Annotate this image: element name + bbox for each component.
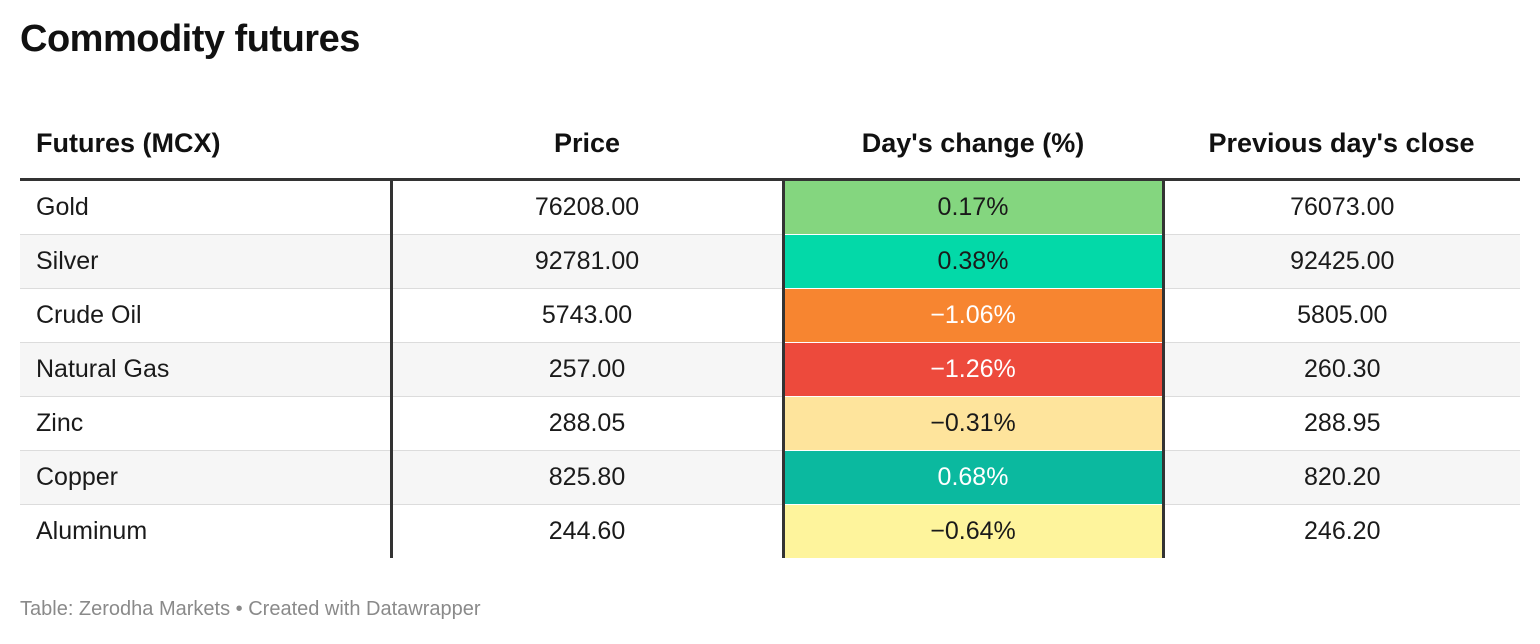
table-row: Gold 76208.00 0.17% 76073.00 xyxy=(20,179,1520,235)
day-change-cell: 0.17% xyxy=(783,179,1165,235)
column-header-futures: Futures (MCX) xyxy=(20,109,391,181)
day-change-cell: −1.06% xyxy=(783,288,1165,343)
day-change-cell: −1.26% xyxy=(783,342,1165,397)
table-row: Aluminum 244.60 −0.64% 246.20 xyxy=(20,504,1520,558)
column-header-previous-close: Previous day's close xyxy=(1163,109,1520,181)
table-row: Zinc 288.05 −0.31% 288.95 xyxy=(20,396,1520,451)
day-change-cell: 0.68% xyxy=(783,450,1165,505)
source-footer: Table: Zerodha Markets • Created with Da… xyxy=(20,598,481,620)
commodity-name-cell: Copper xyxy=(20,450,393,505)
table-row: Natural Gas 257.00 −1.26% 260.30 xyxy=(20,342,1520,397)
table-row: Copper 825.80 0.68% 820.20 xyxy=(20,450,1520,505)
day-change-cell: −0.31% xyxy=(783,396,1165,451)
page-title: Commodity futures xyxy=(20,18,360,60)
price-cell: 5743.00 xyxy=(391,288,785,343)
price-cell: 257.00 xyxy=(391,342,785,397)
day-change-cell: −0.64% xyxy=(783,504,1165,558)
commodity-name-cell: Silver xyxy=(20,234,393,289)
commodity-name-cell: Natural Gas xyxy=(20,342,393,397)
table-header-row: Futures (MCX) Price Day's change (%) Pre… xyxy=(20,109,1520,181)
previous-close-cell: 76073.00 xyxy=(1163,179,1520,235)
table-row: Crude Oil 5743.00 −1.06% 5805.00 xyxy=(20,288,1520,343)
price-cell: 244.60 xyxy=(391,504,785,558)
commodity-name-cell: Zinc xyxy=(20,396,393,451)
commodity-name-cell: Gold xyxy=(20,179,393,235)
previous-close-cell: 5805.00 xyxy=(1163,288,1520,343)
column-header-price: Price xyxy=(391,109,783,181)
day-change-cell: 0.38% xyxy=(783,234,1165,289)
price-cell: 825.80 xyxy=(391,450,785,505)
price-cell: 92781.00 xyxy=(391,234,785,289)
table-row: Silver 92781.00 0.38% 92425.00 xyxy=(20,234,1520,289)
price-cell: 288.05 xyxy=(391,396,785,451)
commodity-name-cell: Crude Oil xyxy=(20,288,393,343)
previous-close-cell: 92425.00 xyxy=(1163,234,1520,289)
previous-close-cell: 288.95 xyxy=(1163,396,1520,451)
commodity-table: Futures (MCX) Price Day's change (%) Pre… xyxy=(20,109,1520,558)
previous-close-cell: 246.20 xyxy=(1304,517,1381,545)
previous-close-cell: 260.30 xyxy=(1163,342,1520,397)
previous-close-cell: 820.20 xyxy=(1163,450,1520,505)
commodity-name-cell: Aluminum xyxy=(20,504,393,558)
column-header-days-change: Day's change (%) xyxy=(783,109,1163,181)
price-cell: 76208.00 xyxy=(391,179,785,235)
